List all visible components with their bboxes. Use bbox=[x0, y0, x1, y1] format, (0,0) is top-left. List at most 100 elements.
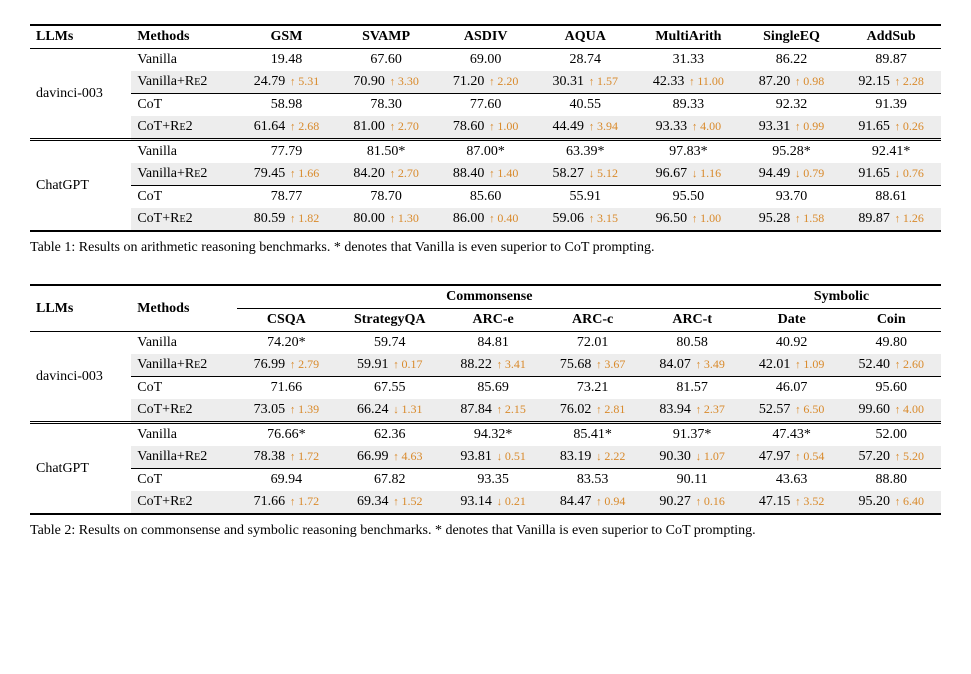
value-cell: 90.11 bbox=[642, 469, 742, 492]
llm-label: ChatGPT bbox=[30, 423, 131, 515]
table-row: CoT+Re273.05 ↑ 1.3966.24 ↓ 1.3187.84 ↑ 2… bbox=[30, 399, 941, 423]
method-label: CoT+Re2 bbox=[131, 491, 236, 514]
value-cell: 78.77 bbox=[237, 186, 337, 209]
value-cell: 95.20 ↑ 6.40 bbox=[841, 491, 941, 514]
method-label: Vanilla+Re2 bbox=[131, 163, 236, 186]
col-group-symbolic: Symbolic bbox=[742, 285, 941, 309]
value-cell: 93.70 bbox=[742, 186, 842, 209]
value-cell: 70.90 ↑ 3.30 bbox=[336, 71, 436, 94]
value-cell: 55.91 bbox=[535, 186, 635, 209]
value-cell: 80.00 ↑ 1.30 bbox=[336, 208, 436, 231]
method-label: Vanilla bbox=[131, 140, 236, 164]
col-llms: LLMs bbox=[30, 25, 131, 49]
value-cell: 93.35 bbox=[443, 469, 543, 492]
value-cell: 79.45 ↑ 1.66 bbox=[237, 163, 337, 186]
value-cell: 86.00 ↑ 0.40 bbox=[436, 208, 536, 231]
value-cell: 46.07 bbox=[742, 377, 842, 400]
table-row: CoT69.9467.8293.3583.5390.1143.6388.80 bbox=[30, 469, 941, 492]
value-cell: 81.50* bbox=[336, 140, 436, 164]
table-row: Vanilla+Re279.45 ↑ 1.6684.20 ↑ 2.7088.40… bbox=[30, 163, 941, 186]
col-llms: LLMs bbox=[30, 285, 131, 332]
value-cell: 92.41* bbox=[841, 140, 941, 164]
table2-caption: Table 2: Results on commonsense and symb… bbox=[30, 523, 941, 539]
col-arc-t: ARC-t bbox=[642, 309, 742, 332]
value-cell: 76.66* bbox=[237, 423, 337, 447]
value-cell: 83.19 ↓ 2.22 bbox=[543, 446, 643, 469]
value-cell: 95.60 bbox=[841, 377, 941, 400]
method-label: Vanilla+Re2 bbox=[131, 354, 236, 377]
value-cell: 87.84 ↑ 2.15 bbox=[443, 399, 543, 423]
value-cell: 69.34 ↑ 1.52 bbox=[336, 491, 443, 514]
value-cell: 76.02 ↑ 2.81 bbox=[543, 399, 643, 423]
value-cell: 67.55 bbox=[336, 377, 443, 400]
method-label: CoT+Re2 bbox=[131, 399, 236, 423]
method-label: CoT bbox=[131, 94, 236, 117]
col-aqua: AQUA bbox=[535, 25, 635, 49]
value-cell: 88.80 bbox=[841, 469, 941, 492]
value-cell: 57.20 ↑ 5.20 bbox=[841, 446, 941, 469]
value-cell: 83.53 bbox=[543, 469, 643, 492]
value-cell: 61.64 ↑ 2.68 bbox=[237, 116, 337, 140]
value-cell: 42.33 ↑ 11.00 bbox=[635, 71, 742, 94]
table-row: CoT58.9878.3077.6040.5589.3392.3291.39 bbox=[30, 94, 941, 117]
table-arithmetic: LLMs Methods GSM SVAMP ASDIV AQUA MultiA… bbox=[30, 24, 941, 232]
method-label: Vanilla bbox=[131, 49, 236, 72]
value-cell: 93.81 ↓ 0.51 bbox=[443, 446, 543, 469]
col-arc-e: ARC-e bbox=[443, 309, 543, 332]
value-cell: 71.66 ↑ 1.72 bbox=[237, 491, 337, 514]
value-cell: 67.82 bbox=[336, 469, 443, 492]
value-cell: 73.21 bbox=[543, 377, 643, 400]
col-gsm: GSM bbox=[237, 25, 337, 49]
value-cell: 92.32 bbox=[742, 94, 842, 117]
value-cell: 76.99 ↑ 2.79 bbox=[237, 354, 337, 377]
value-cell: 52.00 bbox=[841, 423, 941, 447]
value-cell: 59.91 ↑ 0.17 bbox=[336, 354, 443, 377]
llm-label: davinci-003 bbox=[30, 332, 131, 423]
col-methods: Methods bbox=[131, 285, 236, 332]
value-cell: 81.57 bbox=[642, 377, 742, 400]
col-addsub: AddSub bbox=[841, 25, 941, 49]
value-cell: 63.39* bbox=[535, 140, 635, 164]
value-cell: 90.30 ↓ 1.07 bbox=[642, 446, 742, 469]
value-cell: 73.05 ↑ 1.39 bbox=[237, 399, 337, 423]
method-label: Vanilla bbox=[131, 423, 236, 447]
value-cell: 71.66 bbox=[237, 377, 337, 400]
value-cell: 84.20 ↑ 2.70 bbox=[336, 163, 436, 186]
value-cell: 90.27 ↑ 0.16 bbox=[642, 491, 742, 514]
value-cell: 24.79 ↑ 5.31 bbox=[237, 71, 337, 94]
method-label: CoT bbox=[131, 186, 236, 209]
value-cell: 80.59 ↑ 1.82 bbox=[237, 208, 337, 231]
table-row: CoT71.6667.5585.6973.2181.5746.0795.60 bbox=[30, 377, 941, 400]
table-row: davinci-003Vanilla74.20*59.7484.8172.018… bbox=[30, 332, 941, 355]
llm-label: davinci-003 bbox=[30, 49, 131, 140]
value-cell: 88.61 bbox=[841, 186, 941, 209]
col-coin: Coin bbox=[841, 309, 941, 332]
value-cell: 71.20 ↑ 2.20 bbox=[436, 71, 536, 94]
value-cell: 59.06 ↑ 3.15 bbox=[535, 208, 635, 231]
table-row: Vanilla+Re224.79 ↑ 5.3170.90 ↑ 3.3071.20… bbox=[30, 71, 941, 94]
method-label: Vanilla bbox=[131, 332, 236, 355]
method-label: CoT bbox=[131, 469, 236, 492]
value-cell: 94.32* bbox=[443, 423, 543, 447]
col-methods: Methods bbox=[131, 25, 236, 49]
value-cell: 30.31 ↑ 1.57 bbox=[535, 71, 635, 94]
value-cell: 67.60 bbox=[336, 49, 436, 72]
value-cell: 43.63 bbox=[742, 469, 842, 492]
value-cell: 84.81 bbox=[443, 332, 543, 355]
table1-caption: Table 1: Results on arithmetic reasoning… bbox=[30, 240, 941, 256]
value-cell: 42.01 ↑ 1.09 bbox=[742, 354, 842, 377]
table-row: CoT+Re280.59 ↑ 1.8280.00 ↑ 1.3086.00 ↑ 0… bbox=[30, 208, 941, 231]
value-cell: 87.00* bbox=[436, 140, 536, 164]
table-row: davinci-003Vanilla19.4867.6069.0028.7431… bbox=[30, 49, 941, 72]
value-cell: 93.33 ↑ 4.00 bbox=[635, 116, 742, 140]
value-cell: 44.49 ↑ 3.94 bbox=[535, 116, 635, 140]
value-cell: 40.92 bbox=[742, 332, 842, 355]
value-cell: 96.50 ↑ 1.00 bbox=[635, 208, 742, 231]
value-cell: 58.27 ↓ 5.12 bbox=[535, 163, 635, 186]
value-cell: 88.40 ↑ 1.40 bbox=[436, 163, 536, 186]
table-row: ChatGPTVanilla76.66*62.3694.32*85.41*91.… bbox=[30, 423, 941, 447]
value-cell: 85.41* bbox=[543, 423, 643, 447]
value-cell: 95.50 bbox=[635, 186, 742, 209]
value-cell: 84.07 ↑ 3.49 bbox=[642, 354, 742, 377]
value-cell: 75.68 ↑ 3.67 bbox=[543, 354, 643, 377]
